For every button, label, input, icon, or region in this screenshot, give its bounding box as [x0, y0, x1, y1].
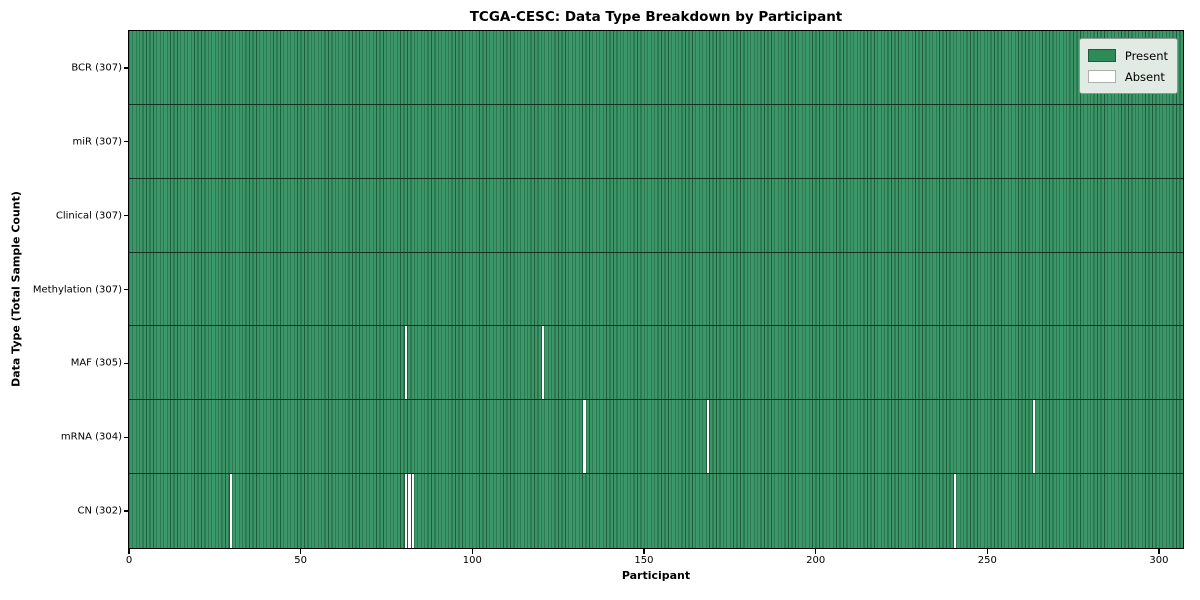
absent-cell	[407, 474, 411, 548]
x-tick-mark	[986, 549, 988, 554]
x-tick-mark	[300, 549, 302, 554]
x-tick-label: 200	[806, 555, 826, 566]
y-tick-label: CN (302)	[77, 505, 122, 517]
y-tick-label: BCR (307)	[71, 62, 122, 74]
absent-cell	[410, 474, 414, 548]
heatmap-row-MAF	[129, 326, 1183, 401]
legend-swatch-present-icon	[1087, 49, 1116, 62]
y-tick-mark	[124, 436, 129, 438]
heatmap-row-Methylation	[129, 252, 1183, 327]
x-tick-label: 300	[1149, 555, 1169, 566]
x-tick-label: 100	[462, 555, 482, 566]
absent-cell	[582, 400, 586, 474]
x-tick-label: 0	[125, 555, 133, 566]
absent-cell	[403, 474, 408, 548]
absent-cell	[228, 474, 232, 548]
heatmap-row-BCR	[129, 31, 1183, 105]
legend-label: Absent	[1124, 69, 1165, 84]
absent-cell	[1031, 400, 1036, 474]
x-tick-mark	[643, 549, 645, 554]
legend-swatch-absent-icon	[1087, 70, 1116, 83]
y-tick-mark	[124, 510, 129, 512]
absent-cell	[952, 474, 957, 548]
heatmap-row-mRNA	[129, 400, 1183, 475]
y-tick-label: mRNA (304)	[60, 431, 122, 443]
heatmap-row-CN	[129, 474, 1183, 548]
y-tick-label: Clinical (307)	[55, 210, 122, 222]
x-tick-label: 150	[634, 555, 654, 566]
y-tick-label: miR (307)	[72, 136, 122, 148]
absent-cell	[540, 326, 545, 400]
y-tick-mark	[124, 288, 129, 291]
y-tick-label: MAF (305)	[70, 357, 122, 369]
x-tick-label: 50	[294, 555, 308, 566]
x-axis-label: Participant	[621, 569, 691, 582]
y-tick-label: Methylation (307)	[32, 284, 122, 295]
x-tick-mark	[1158, 549, 1160, 554]
y-tick-mark	[124, 362, 129, 364]
legend-entry: Present	[1087, 45, 1168, 66]
heatmap-row-Clinical	[129, 178, 1183, 253]
y-tick-mark	[124, 141, 129, 143]
absent-cell	[705, 400, 710, 474]
x-tick-mark	[471, 549, 473, 554]
legend: Present Absent	[1078, 38, 1178, 94]
heatmap-row-miR	[129, 104, 1183, 179]
legend-entry: Absent	[1087, 66, 1168, 87]
chart-title: TCGA-CESC: Data Type Breakdown by Partic…	[469, 9, 843, 25]
y-tick-mark	[124, 215, 129, 217]
y-tick-mark	[124, 67, 129, 69]
x-tick-mark	[815, 549, 817, 554]
absent-cell	[403, 326, 408, 400]
x-tick-label: 250	[977, 555, 997, 566]
x-tick-mark	[128, 549, 130, 554]
legend-label: Present	[1124, 48, 1168, 63]
plot-area	[128, 30, 1184, 549]
